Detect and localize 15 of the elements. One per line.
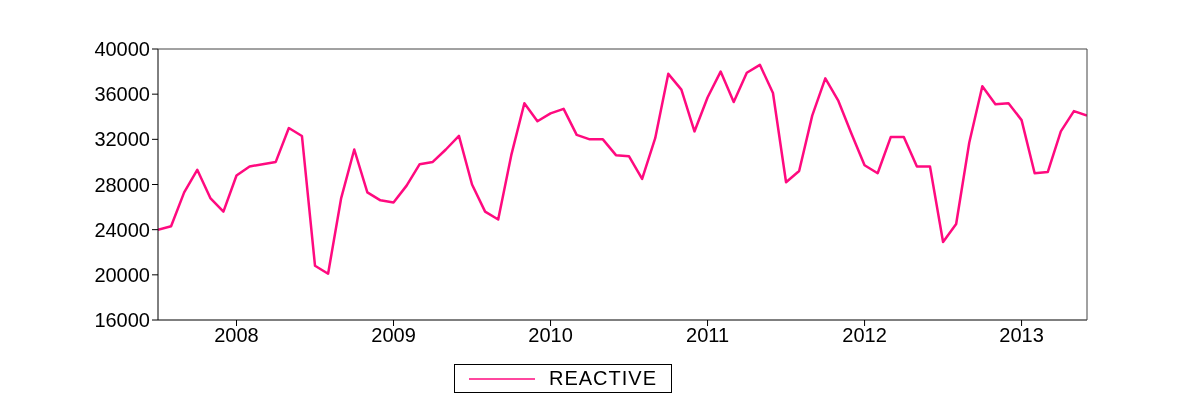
y-tick-label: 36000 xyxy=(94,83,150,106)
x-tick-label: 2012 xyxy=(842,324,887,347)
y-tick-label: 20000 xyxy=(94,263,150,286)
x-tick-label: 2009 xyxy=(371,324,416,347)
y-tick-label: 28000 xyxy=(94,173,150,196)
y-tick-label: 24000 xyxy=(94,218,150,241)
legend-label: REACTIVE xyxy=(548,367,658,390)
y-tick-label: 16000 xyxy=(94,309,150,332)
y-tick-label: 40000 xyxy=(94,38,150,61)
x-tick-label: 2008 xyxy=(214,324,259,347)
line-series xyxy=(158,63,1087,275)
y-tick-label: 32000 xyxy=(94,128,150,151)
x-tick-label: 2013 xyxy=(999,324,1044,347)
x-tick-label: 2010 xyxy=(528,324,573,347)
x-tick-label: 2011 xyxy=(686,324,730,347)
